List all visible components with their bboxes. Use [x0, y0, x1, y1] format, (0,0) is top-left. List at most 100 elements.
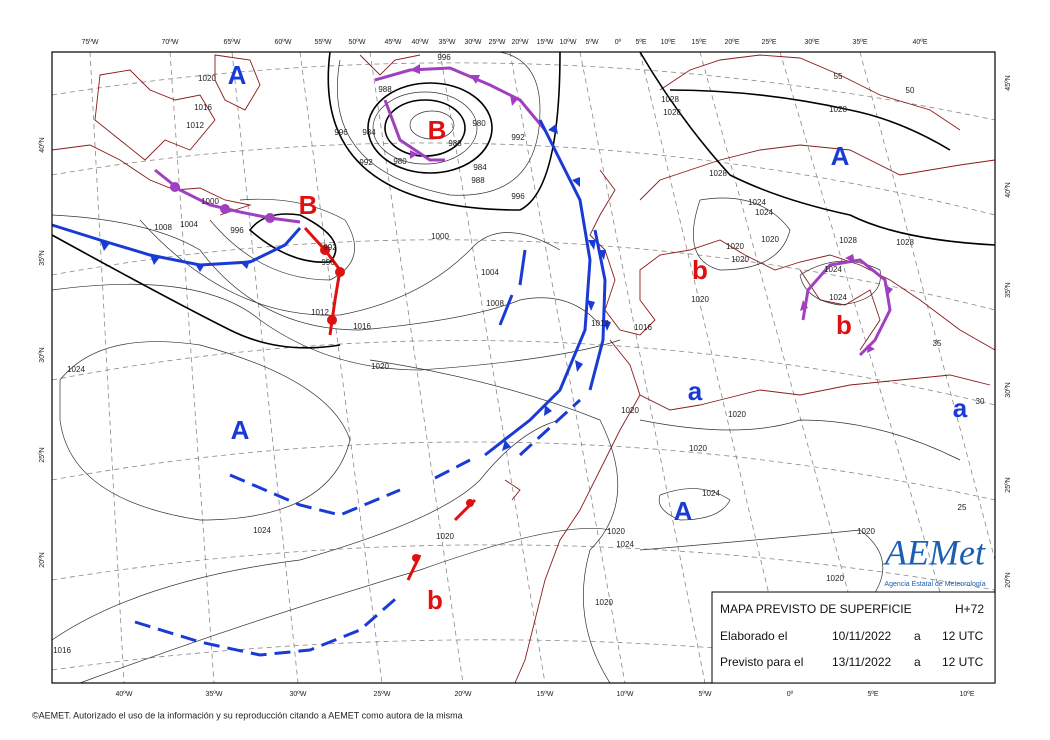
map-shape [51, 234, 341, 349]
map-shape [509, 51, 626, 684]
pressure-center: b [836, 310, 852, 340]
isobar-label: 1012 [311, 308, 329, 317]
bottom-coord: 5ºW [698, 691, 711, 698]
map-shape [51, 639, 996, 681]
map-shape [139, 219, 561, 316]
map-shape [504, 479, 521, 501]
map-shape [800, 300, 808, 311]
map-shape [369, 359, 619, 684]
map-shape [867, 345, 875, 353]
map-shape [383, 99, 445, 162]
map-shape [320, 245, 330, 255]
map-shape [514, 394, 641, 684]
centers: A B B Ab b a a A Ab [228, 60, 968, 615]
top-coord: 65ºW [224, 39, 241, 46]
right-coord: 45ºN [1005, 75, 1012, 90]
map-shape [335, 267, 345, 277]
isobar-label: 1020 [761, 235, 779, 244]
top-coord: 0º [615, 39, 622, 46]
top-coord: 20ºE [724, 39, 739, 46]
isobar-label: 992 [359, 158, 373, 167]
isobar-label: 1024 [253, 526, 271, 535]
isobar-label: 988 [471, 176, 485, 185]
map-shape [845, 254, 855, 263]
map-shape [548, 124, 558, 134]
map-frame [51, 51, 996, 684]
issued-date: 10/11/2022 [832, 629, 891, 643]
isobar-label: 988 [448, 139, 462, 148]
logo-name: AEMet [883, 532, 986, 572]
isobar-label: 1016 [353, 322, 371, 331]
map-shape [502, 440, 511, 451]
group [170, 64, 893, 353]
map-shape [409, 110, 455, 140]
isobar-label: 1024 [829, 293, 847, 302]
map-shape [799, 269, 881, 351]
top-coord: 75ºW [82, 39, 99, 46]
issued-label: Elaborado el [720, 629, 787, 643]
right-coord: 35ºN [1005, 282, 1012, 297]
isobar-label: 1012 [591, 319, 609, 328]
map-shape [220, 204, 230, 214]
footer: ©AEMET. Autorizado el uso de la informac… [32, 710, 463, 720]
isobar-label: 1028 [663, 108, 681, 117]
fronts [51, 64, 893, 657]
isobar-label: 1016 [634, 323, 652, 332]
isobar-label: 1004 [481, 268, 499, 277]
map-shape [51, 340, 996, 406]
map-shape [699, 51, 874, 684]
isobar-label: 1020 [371, 362, 389, 371]
top-coord: 30ºE [804, 39, 819, 46]
isobar-labels: 1020 1016 1012 996 988 984 992 980 996 980 992 988 9… [53, 53, 985, 655]
info-box: MAPA PREVISTO DE SUPERFICIE H+72 Elabora… [711, 591, 996, 684]
isobar-label: 1016 [53, 646, 71, 655]
map-shape [369, 51, 464, 684]
isobar-label: 1008 [154, 223, 172, 232]
map-shape [229, 398, 582, 517]
top-coord: 5ºE [635, 39, 646, 46]
isobar-label: 1000 [431, 232, 449, 241]
isobar-label: 996 [230, 226, 244, 235]
isobar-label: 1028 [896, 238, 914, 247]
map-shape [575, 360, 583, 372]
map-shape [799, 260, 881, 306]
top-coord: 70ºW [162, 39, 179, 46]
coordinates: 75ºW 70ºW 65ºW 60ºW 55ºW 50ºW 45ºW 40ºW 35ºW 30ºW… [39, 39, 1012, 698]
isobar-label: 1028 [709, 169, 727, 178]
issued-time: 12 UTC [942, 629, 984, 643]
isobar-label: 1020 [731, 255, 749, 264]
map-shape [327, 51, 561, 211]
right-coord: 40ºN [1005, 182, 1012, 197]
isobar-label: 996 [321, 258, 335, 267]
map-shape [484, 119, 592, 457]
bottom-coord: 35ºW [206, 691, 223, 698]
bottom-coord: 20ºW [455, 691, 472, 698]
map-shape [51, 441, 996, 501]
map-shape [779, 51, 968, 684]
map-shape [51, 142, 996, 216]
left-coord: 40ºN [39, 137, 46, 152]
isobar-label: 1000 [201, 197, 219, 206]
info-lead: H+72 [955, 602, 984, 616]
left-coord: 35ºN [39, 250, 46, 265]
top-coord: 60ºW [275, 39, 292, 46]
isobar-label: 1024 [748, 198, 766, 207]
pressure-center: b [427, 585, 443, 615]
map-shape [209, 198, 355, 281]
isobar-label: 1028 [839, 236, 857, 245]
map-shape [327, 315, 337, 325]
pressure-center: A [228, 60, 247, 90]
top-coord: 10ºW [560, 39, 577, 46]
map-shape [367, 82, 493, 174]
isobar-label: 1008 [486, 299, 504, 308]
isobar-label: 1016 [194, 103, 212, 112]
top-coord: 25ºE [761, 39, 776, 46]
pressure-center: A [831, 141, 850, 171]
map-shape [359, 54, 421, 76]
map-shape [240, 260, 250, 269]
map-shape [693, 197, 791, 271]
map-shape [498, 249, 527, 326]
logo-agency: Agencia Estatal de Meteorología [884, 581, 985, 588]
map-shape [410, 150, 418, 159]
info-title: MAPA PREVISTO DE SUPERFICIE [720, 602, 912, 616]
